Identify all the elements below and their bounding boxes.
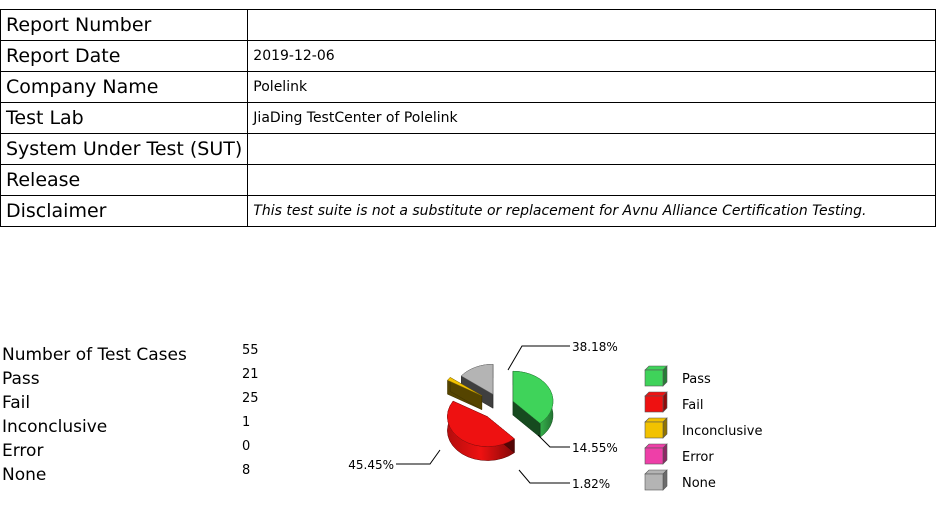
sut-label: System Under Test (SUT)	[0, 133, 249, 165]
company-name-label: Company Name	[0, 71, 249, 103]
disclaimer-label: Disclaimer	[0, 195, 249, 227]
data-label-inconclusive: 1.82%	[572, 477, 610, 491]
pie-slice-none	[460, 363, 494, 395]
legend-item-error: Error	[644, 443, 714, 465]
report-info-table: Report Number Report Date 2019-12-06 Com…	[0, 9, 936, 227]
legend-item-inconclusive: Inconclusive	[644, 417, 763, 439]
leader-line	[518, 469, 570, 484]
legend-label: Pass	[682, 372, 711, 387]
pie	[447, 363, 554, 461]
table-row: Report Date 2019-12-06	[0, 40, 936, 72]
pie-slice-fail	[447, 400, 515, 447]
data-label-fail: 45.45%	[348, 458, 394, 472]
test-lab-value: JiaDing TestCenter of Polelink	[247, 102, 936, 134]
legend-label: Inconclusive	[682, 424, 763, 439]
legend-item-none: None	[644, 469, 716, 491]
table-row: Disclaimer This test suite is not a subs…	[0, 195, 936, 227]
legend-label: Fail	[682, 398, 703, 413]
legend-item-fail: Fail	[644, 391, 703, 413]
leader-line	[537, 434, 570, 448]
report-number-label: Report Number	[0, 9, 249, 41]
release-label: Release	[0, 164, 249, 196]
stat-value: 21	[242, 367, 259, 382]
legend-label: Error	[682, 450, 714, 465]
stat-value: 1	[242, 415, 251, 430]
stat-value: 8	[242, 463, 251, 478]
company-name-value: Polelink	[247, 71, 936, 103]
test-lab-label: Test Lab	[0, 102, 249, 134]
legend-item-pass: Pass	[644, 365, 711, 387]
pie-slice-inconclusive	[447, 377, 482, 396]
stat-label: Fail	[2, 393, 31, 413]
table-row: Release	[0, 164, 936, 196]
stat-value: 25	[242, 391, 259, 406]
stat-label: Inconclusive	[2, 417, 108, 437]
data-label-pass: 38.18%	[572, 340, 618, 354]
pie-slice-pass	[512, 370, 554, 424]
leader-line	[396, 449, 441, 465]
table-row: Company Name Polelink	[0, 71, 936, 103]
stat-value: 55	[242, 343, 259, 358]
stat-label: None	[2, 465, 47, 485]
sut-value	[247, 133, 936, 165]
disclaimer-value: This test suite is not a substitute or r…	[247, 195, 936, 227]
report-date-label: Report Date	[0, 40, 249, 72]
stat-value: 0	[242, 439, 251, 454]
report-date-value: 2019-12-06	[247, 40, 936, 72]
table-row: Report Number	[0, 9, 936, 41]
release-value	[247, 164, 936, 196]
stat-label: Number of Test Cases	[2, 345, 187, 365]
table-row: System Under Test (SUT)	[0, 133, 936, 165]
leader-line	[507, 345, 570, 371]
table-row: Test Lab JiaDing TestCenter of Polelink	[0, 102, 936, 134]
stat-label: Pass	[2, 369, 40, 389]
report-number-value	[247, 9, 936, 41]
data-label-none: 14.55%	[572, 441, 618, 455]
stat-label: Error	[2, 441, 44, 461]
results-pie-chart: 38.18% 45.45% 1.82% 14.55% Pass Fail Inconclus…	[348, 340, 763, 491]
legend-label: None	[682, 476, 716, 491]
